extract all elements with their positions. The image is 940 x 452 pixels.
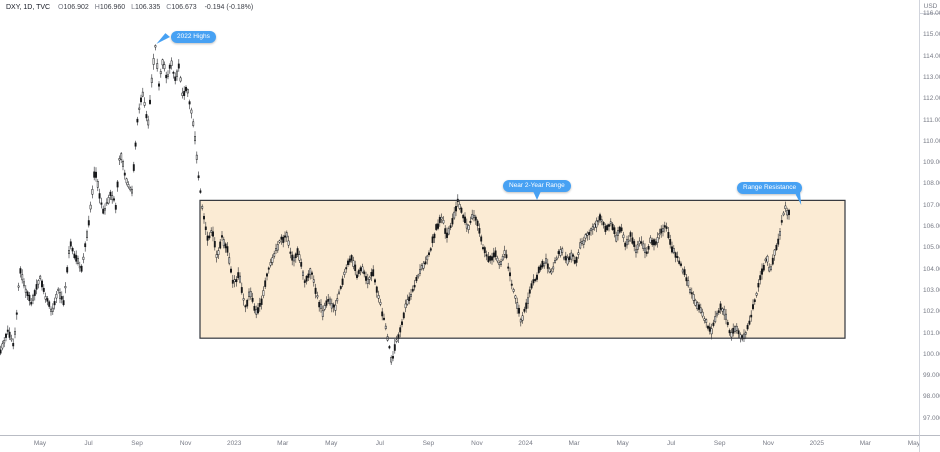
price-tick-label: 104.000 <box>923 265 940 273</box>
price-tick-label: 99.000 <box>923 372 940 380</box>
callout-tail <box>532 191 541 200</box>
callout-2022-highs-label: 2022 Highs <box>177 33 210 40</box>
time-tick-label: Nov <box>762 440 775 447</box>
price-tick-label: 113.000 <box>923 73 940 81</box>
open-label: O <box>58 4 64 11</box>
time-tick-label: 2025 <box>809 440 825 447</box>
price-tick-label: 110.000 <box>923 137 940 145</box>
price-tick-label: 107.000 <box>923 201 940 209</box>
callout-range-resistance[interactable]: Range Resistance <box>737 182 806 205</box>
time-tick-label: May <box>907 440 920 447</box>
low-value: 106.335 <box>135 4 161 11</box>
candlestick-series <box>0 44 790 365</box>
close-value: 106.673 <box>171 4 197 11</box>
callout-near-2-year-range[interactable]: Near 2-Year Range <box>503 180 571 200</box>
axis-corner <box>919 435 940 452</box>
time-tick-label: 2024 <box>518 440 533 447</box>
time-tick-label: Mar <box>859 440 871 447</box>
time-tick-label: Mar <box>277 440 289 447</box>
close-label: C <box>166 4 172 11</box>
range-box-border[interactable] <box>199 199 846 339</box>
price-tick-label: 115.000 <box>923 31 940 39</box>
price-tick-label: 97.000 <box>923 414 940 422</box>
time-tick-label: Sep <box>713 440 726 447</box>
price-tick-label: 103.000 <box>923 286 940 294</box>
time-tick-label: Jul <box>375 440 384 447</box>
price-tick-label: 116.000 <box>923 10 940 17</box>
price-tick-label: 108.000 <box>923 180 940 188</box>
time-tick-label: May <box>325 440 338 447</box>
callout-near-2-year-range-label: Near 2-Year Range <box>509 182 565 189</box>
high-value: 106.960 <box>99 4 126 11</box>
time-tick-label: Sep <box>422 440 435 447</box>
price-tick-label: 114.000 <box>923 52 940 60</box>
time-tick-label: Nov <box>179 440 192 447</box>
high-label: H <box>94 4 100 11</box>
currency-label: USD <box>920 0 940 14</box>
price-tick-label: 100.000 <box>923 350 940 358</box>
price-tick-label: 101.000 <box>923 329 940 337</box>
time-tick-label: 2023 <box>226 440 242 447</box>
price-tick-label: 105.000 <box>923 244 940 252</box>
price-tick-label: 112.000 <box>923 95 940 103</box>
time-tick-label: Sep <box>131 440 143 447</box>
callout-range-resistance-label: Range Resistance <box>743 184 797 191</box>
price-tick-label: 109.000 <box>923 159 940 167</box>
time-axis[interactable]: May Jul Sep Nov 2023 Mar May Jul Sep Nov 2024 Mar Ma… <box>0 435 920 452</box>
price-tick-label: 106.000 <box>923 223 940 230</box>
change-value: -0.194 (-0.18%) <box>204 4 254 11</box>
symbol-title[interactable]: DXY, 1D, TVC <box>6 4 51 11</box>
open-value: 106.902 <box>63 4 89 11</box>
time-tick-label: Jul <box>84 440 93 447</box>
time-tick-label: Mar <box>568 440 580 447</box>
low-label: L <box>131 4 135 11</box>
callout-2022-highs[interactable]: 2022 Highs <box>156 31 216 48</box>
price-axis[interactable]: USD 116.000 115.000 114.000 113.000 112.000 1… <box>919 0 940 435</box>
time-tick-label: Nov <box>471 440 483 447</box>
time-tick-label: May <box>616 440 629 447</box>
price-tick-label: 102.000 <box>923 308 940 316</box>
price-tick-label: 98.000 <box>923 393 940 401</box>
symbol-legend: DXY, 1D, TVC O106.902 H106.960 L106.335 … <box>6 3 253 12</box>
time-tick-label: Jul <box>666 440 676 447</box>
price-tick-label: 111.000 <box>923 116 940 124</box>
time-tick-label: May <box>33 440 47 447</box>
